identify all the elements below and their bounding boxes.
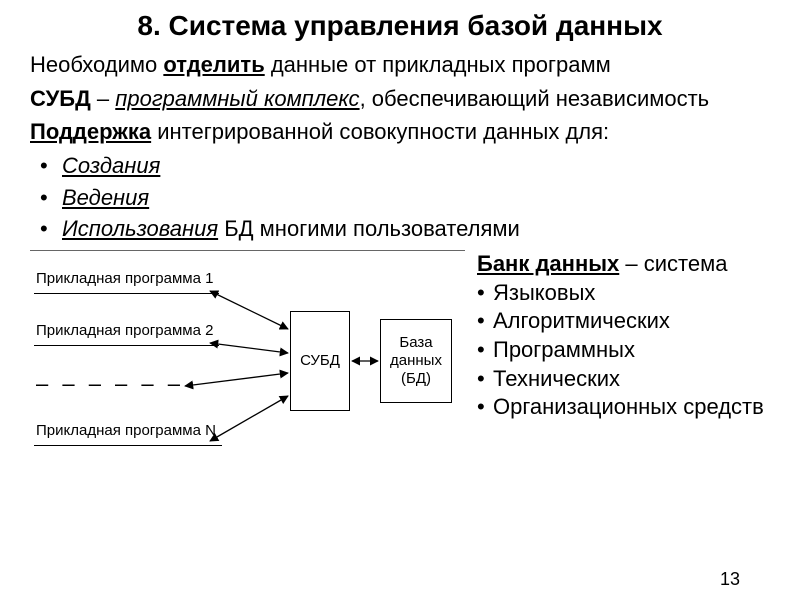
line2-bold: СУБД — [30, 86, 91, 111]
bullet-item: Использования БД многими пользователями — [40, 214, 770, 244]
line3-post: интегрированной совокупности данных для: — [151, 119, 609, 144]
right-head-post: – система — [619, 251, 727, 276]
diagram-prog-2: Прикладная программа 2 — [34, 321, 219, 346]
bullet-item: Создания — [40, 151, 770, 181]
bullet-list-1: Создания Ведения Использования БД многим… — [30, 151, 770, 244]
line-1: Необходимо отделить данные от прикладных… — [30, 50, 770, 80]
r5: Организационных средств — [493, 394, 764, 419]
line3-bold: Поддержка — [30, 119, 151, 144]
line1-pre: Необходимо — [30, 52, 163, 77]
r3: Программных — [493, 337, 635, 362]
right-heading: Банк данных – система — [477, 250, 770, 279]
right-item: Программных — [477, 336, 770, 365]
db-l2: данных — [390, 352, 442, 370]
bul2: Ведения — [62, 185, 149, 210]
right-bullet-list: Языковых Алгоритмических Программных Тех… — [477, 279, 770, 422]
right-head-u: Банк данных — [477, 251, 619, 276]
bul3-u: Использования — [62, 216, 218, 241]
db-l1: База — [399, 334, 432, 352]
diagram-subd-box: СУБД — [290, 311, 350, 411]
right-item: Языковых — [477, 279, 770, 308]
page-number: 13 — [720, 569, 740, 590]
slide-title: 8. Система управления базой данных — [0, 0, 800, 50]
architecture-diagram: Прикладная программа 1 Прикладная програ… — [30, 250, 465, 475]
line2-underlined: программный комплекс — [115, 86, 359, 111]
right-item: Алгоритмических — [477, 307, 770, 336]
diagram-dashes: – – – – – – — [36, 369, 184, 399]
bul3-post: БД многими пользователями — [218, 216, 520, 241]
right-item: Организационных средств — [477, 393, 770, 422]
bul1: Создания — [62, 153, 160, 178]
slide-content: Необходимо отделить данные от прикладных… — [0, 50, 800, 475]
line-2: СУБД – программный комплекс, обеспечиваю… — [30, 84, 770, 114]
diagram-db-box: База данных (БД) — [380, 319, 452, 403]
line-3: Поддержка интегрированной совокупности д… — [30, 117, 770, 147]
diagram-prog-n: Прикладная программа N — [34, 421, 222, 446]
r2: Алгоритмических — [493, 308, 670, 333]
line1-post: данные от прикладных программ — [265, 52, 611, 77]
diagram-prog-1: Прикладная программа 1 — [34, 269, 219, 294]
r4: Технических — [493, 366, 620, 391]
lower-row: Прикладная программа 1 Прикладная програ… — [30, 250, 770, 475]
line2-dash: – — [91, 86, 115, 111]
db-l3: (БД) — [401, 370, 431, 388]
right-column: Банк данных – система Языковых Алгоритми… — [465, 250, 770, 475]
subd-label: СУБД — [300, 352, 340, 370]
line1-underlined: отделить — [163, 52, 264, 77]
right-item: Технических — [477, 365, 770, 394]
bullet-item: Ведения — [40, 183, 770, 213]
line2-post: , обеспечивающий независимость — [360, 86, 710, 111]
r1: Языковых — [493, 280, 595, 305]
